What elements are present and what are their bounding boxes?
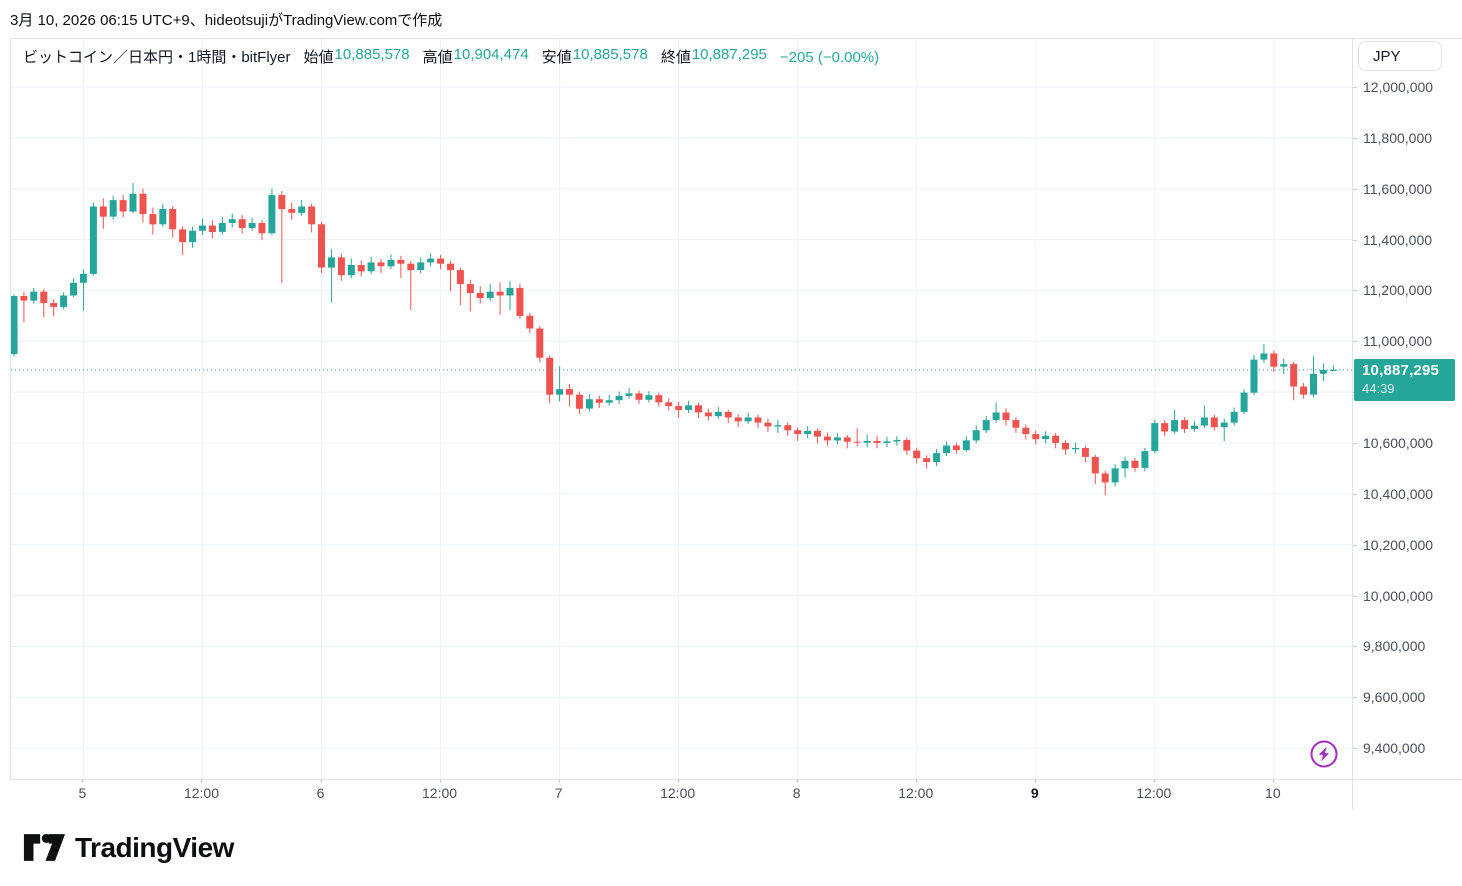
close-pair: 終値 10,887,295 bbox=[660, 46, 767, 66]
time-axis-label: 10 bbox=[1265, 785, 1281, 801]
price-axis-label: 9,600,000 bbox=[1363, 689, 1426, 706]
time-tick bbox=[1153, 779, 1155, 783]
chart-legend: ビットコイン／日本円・1時間・bitFlyer 始値 10,885,578 高値 1… bbox=[23, 46, 879, 67]
price-tick bbox=[1353, 188, 1357, 190]
low-value: 10,885,578 bbox=[572, 46, 648, 63]
price-tick bbox=[1353, 544, 1357, 546]
time-axis[interactable]: 5 12:00 6 12:00 7 12:00 8 12:00 9 12:00 10 bbox=[10, 779, 1352, 810]
low-pair: 安値 10,885,578 bbox=[541, 46, 648, 66]
price-tick bbox=[1353, 290, 1357, 292]
price-axis-label: 10,600,000 bbox=[1363, 434, 1434, 451]
time-axis-label: 12:00 bbox=[422, 785, 458, 801]
price-axis-label: 10,400,000 bbox=[1363, 485, 1434, 502]
price-axis-label: 10,200,000 bbox=[1363, 536, 1434, 553]
price-axis-label: 9,800,000 bbox=[1363, 638, 1426, 655]
time-tick bbox=[1034, 779, 1036, 783]
time-tick bbox=[1272, 779, 1274, 783]
price-tick bbox=[1353, 697, 1357, 699]
time-tick bbox=[915, 779, 917, 783]
high-pair: 高値 10,904,474 bbox=[422, 46, 529, 66]
price-axis-label: 10,000,000 bbox=[1363, 587, 1434, 604]
time-axis-label: 12:00 bbox=[183, 785, 219, 801]
price-tick bbox=[1353, 748, 1357, 750]
price-tick bbox=[1353, 239, 1357, 241]
last-price-value: 10,887,295 bbox=[1362, 361, 1440, 379]
time-tick bbox=[796, 779, 798, 783]
price-axis[interactable]: JPY 10,887,295 44:39 12,000,000 11,800,00… bbox=[1352, 38, 1462, 780]
price-axis-label: 9,400,000 bbox=[1363, 740, 1426, 757]
time-axis-label: 6 bbox=[316, 785, 325, 801]
price-axis-label: 11,800,000 bbox=[1363, 129, 1433, 146]
attribution-text: 3月 10, 2026 06:15 UTC+9、hideotsujiがTradi… bbox=[10, 12, 443, 29]
time-axis-label: 8 bbox=[792, 785, 801, 801]
price-axis-label: 11,200,000 bbox=[1363, 282, 1433, 299]
time-axis-label: 5 bbox=[78, 785, 87, 801]
currency-toggle-button[interactable]: JPY bbox=[1358, 41, 1442, 71]
open-value: 10,885,578 bbox=[334, 46, 410, 63]
high-value: 10,904,474 bbox=[453, 46, 529, 63]
bar-countdown: 44:39 bbox=[1362, 380, 1395, 396]
close-value: 10,887,295 bbox=[691, 46, 767, 63]
time-axis-label: 7 bbox=[554, 785, 563, 801]
last-price-badge: 10,887,295 44:39 bbox=[1354, 358, 1455, 401]
chart-area[interactable]: ビットコイン／日本円・1時間・bitFlyer 始値 10,885,578 高値 1… bbox=[10, 38, 1353, 780]
price-axis-label: 12,000,000 bbox=[1363, 79, 1434, 95]
time-tick bbox=[201, 779, 203, 783]
symbol-title[interactable]: ビットコイン／日本円・1時間・bitFlyer bbox=[23, 49, 291, 66]
price-axis-label: 11,000,000 bbox=[1363, 333, 1433, 350]
candlestick-chart[interactable] bbox=[11, 39, 1353, 779]
price-tick bbox=[1353, 646, 1357, 648]
change-value: −205 (−0.00%) bbox=[779, 49, 880, 66]
price-tick bbox=[1353, 87, 1357, 88]
instant-trading-icon[interactable] bbox=[1309, 739, 1339, 769]
axis-separator bbox=[1352, 779, 1353, 810]
time-axis-label: 12:00 bbox=[660, 785, 696, 801]
time-tick bbox=[558, 779, 560, 783]
open-pair: 始値 10,885,578 bbox=[303, 46, 410, 66]
price-axis-label: 11,400,000 bbox=[1363, 231, 1433, 248]
price-tick bbox=[1353, 442, 1357, 444]
time-axis-label: 9 bbox=[1030, 785, 1039, 801]
time-tick bbox=[439, 779, 441, 783]
time-tick bbox=[320, 779, 322, 783]
price-axis-label: 11,600,000 bbox=[1363, 180, 1433, 197]
time-axis-label: 12:00 bbox=[898, 785, 934, 801]
price-tick bbox=[1353, 137, 1357, 139]
price-tick bbox=[1353, 595, 1357, 597]
price-tick bbox=[1353, 341, 1357, 343]
time-axis-label: 12:00 bbox=[1136, 785, 1172, 801]
tradingview-logo-icon bbox=[23, 833, 66, 861]
footer-brand[interactable]: TradingView bbox=[22, 831, 234, 864]
time-tick bbox=[82, 779, 84, 783]
price-tick bbox=[1353, 493, 1357, 495]
time-tick bbox=[677, 779, 679, 783]
tradingview-wordmark: TradingView bbox=[75, 831, 234, 863]
